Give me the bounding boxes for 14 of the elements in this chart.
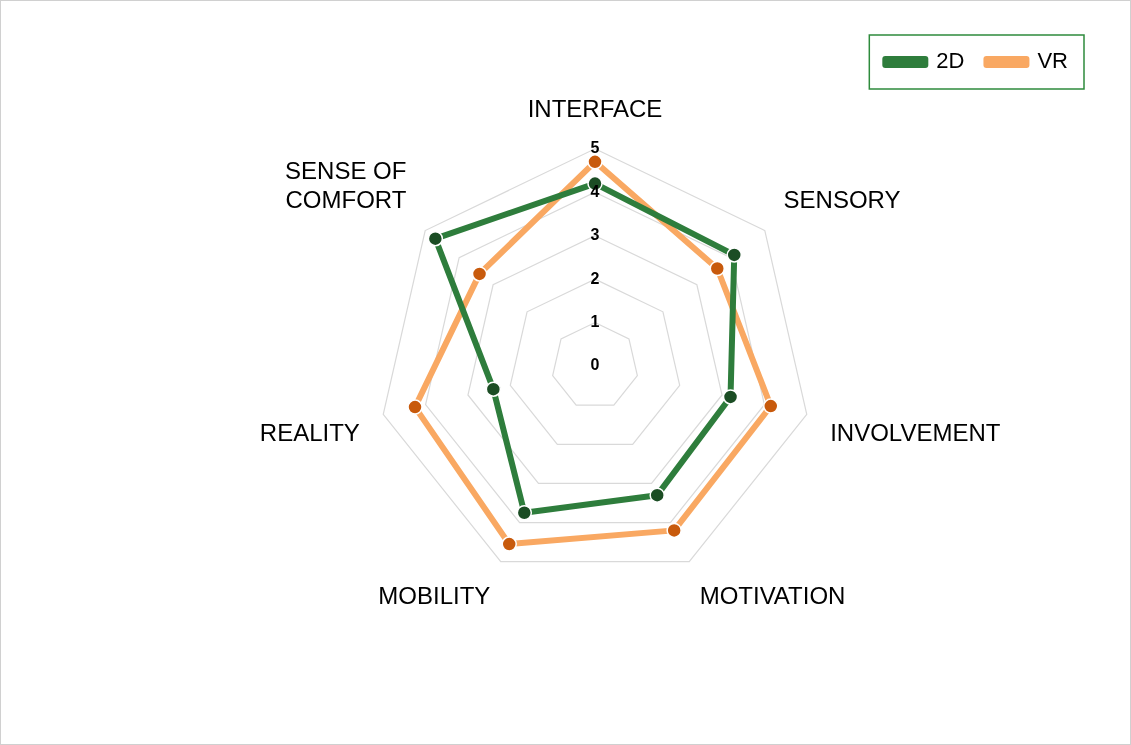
y-tick-label: 1 xyxy=(590,312,600,330)
spoke-label: REALITY xyxy=(259,418,360,446)
y-tick-label: 0 xyxy=(590,356,600,374)
y-tick-label: 5 xyxy=(590,139,600,157)
y-tick-label: 3 xyxy=(590,226,600,244)
spoke-label: SENSE OF COMFORT xyxy=(285,157,407,213)
spoke-label: SENSORY xyxy=(783,185,901,213)
y-tick-label: 2 xyxy=(590,269,600,287)
spoke-label: INVOLVEMENT xyxy=(830,418,1001,446)
spoke-label: INTERFACE xyxy=(527,95,663,123)
legend-label: 2D xyxy=(936,48,965,74)
legend-label: VR xyxy=(1037,48,1068,74)
spoke-label: MOTIVATION xyxy=(699,582,846,610)
spoke-label: MOBILITY xyxy=(378,582,491,610)
